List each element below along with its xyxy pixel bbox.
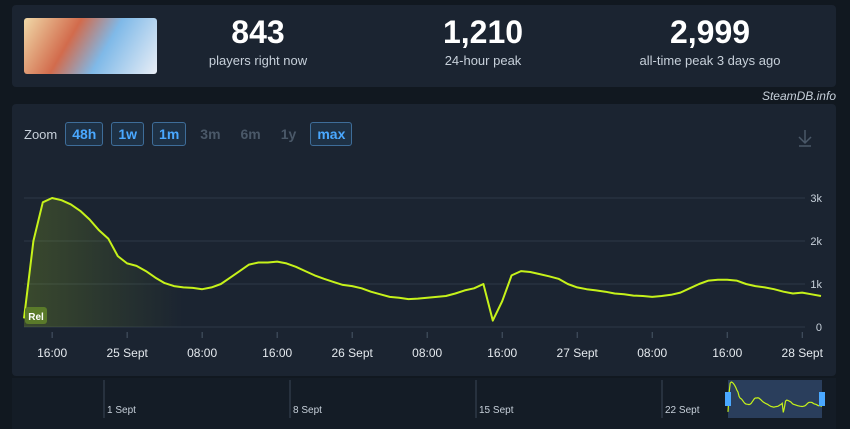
stat-value: 1,210 xyxy=(442,14,524,50)
navigator-handle xyxy=(819,392,825,406)
stats-panel xyxy=(12,5,836,87)
x-tick-label: 25 Sept xyxy=(106,346,148,360)
stat: 843 players right now xyxy=(158,14,358,68)
download-icon[interactable] xyxy=(798,130,812,147)
navigator-label: 1 Sept xyxy=(107,405,136,416)
navigator-label: 8 Sept xyxy=(293,405,322,416)
area xyxy=(24,198,821,327)
zoom-button[interactable]: 48h xyxy=(65,122,104,146)
x-tick-label: 16:00 xyxy=(37,346,67,360)
zoom-button[interactable]: 1w xyxy=(111,122,145,146)
zoom-button[interactable]: 1m xyxy=(152,122,187,146)
zoom-label: Zoom xyxy=(24,126,58,142)
y-tick-label: 0 xyxy=(816,322,822,334)
badge-label: Rel xyxy=(28,312,44,323)
navigator-window xyxy=(728,380,822,418)
x-tick-label: 28 Sept xyxy=(782,346,824,360)
x-tick-label: 08:00 xyxy=(412,346,442,360)
badge xyxy=(25,307,47,324)
zoom-bar: Zoom 48h 1w 1m 3m 6m 1y max xyxy=(24,122,353,146)
navigator xyxy=(12,378,836,429)
x-tick-label: 16:00 xyxy=(487,346,517,360)
watermark: SteamDB.info xyxy=(761,89,836,103)
y-tick-label: 3k xyxy=(810,193,822,205)
navigator-label: 22 Sept xyxy=(665,405,700,416)
x-tick-label: 16:00 xyxy=(712,346,742,360)
zoom-button[interactable]: 1y xyxy=(280,126,297,142)
game-thumbnail[interactable] xyxy=(24,18,157,74)
navigator-label: 15 Sept xyxy=(479,405,514,416)
zoom-button[interactable]: 6m xyxy=(240,126,261,142)
stat-label: all-time peak 3 days ago xyxy=(639,53,781,68)
stat-value: 843 xyxy=(231,14,285,50)
zoom-button[interactable]: 3m xyxy=(200,126,221,142)
y-tick-label: 2k xyxy=(810,236,822,248)
x-tick-label: 08:00 xyxy=(187,346,217,360)
stat: 2,999 all-time peak 3 days ago xyxy=(610,14,810,68)
chart-panel xyxy=(12,104,836,376)
zoom-button[interactable]: max xyxy=(310,122,353,146)
y-tick-label: 1k xyxy=(810,279,822,291)
stat-value: 2,999 xyxy=(669,14,751,50)
x-tick-label: 26 Sept xyxy=(331,346,373,360)
line xyxy=(23,197,822,322)
x-tick-label: 16:00 xyxy=(262,346,292,360)
navigator-line xyxy=(727,381,823,413)
x-tick-label: 08:00 xyxy=(637,346,667,360)
stat-label: players right now xyxy=(208,53,308,68)
stat: 1,210 24-hour peak xyxy=(383,14,583,68)
x-tick-label: 27 Sept xyxy=(557,346,599,360)
stat-label: 24-hour peak xyxy=(444,53,522,68)
navigator-handle[interactable] xyxy=(725,392,731,406)
